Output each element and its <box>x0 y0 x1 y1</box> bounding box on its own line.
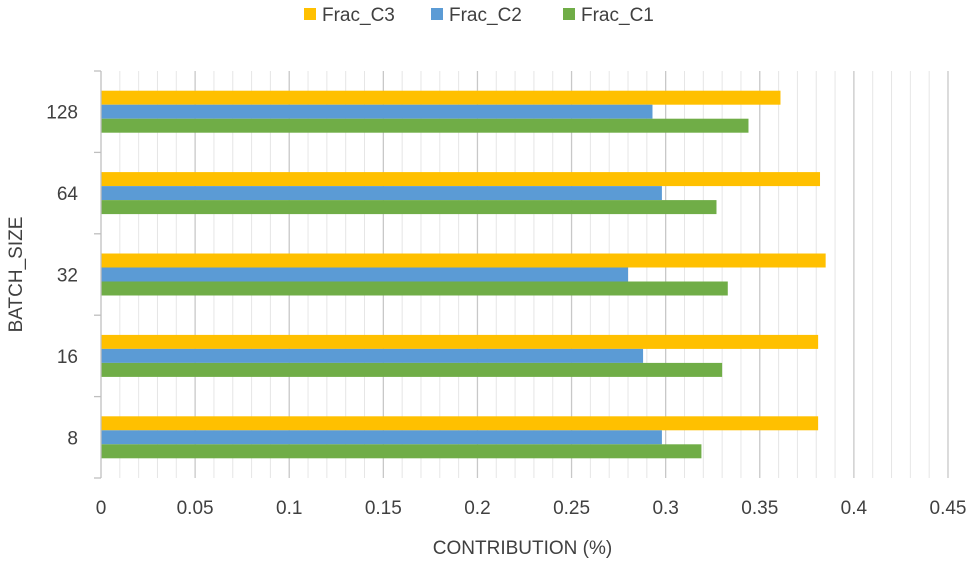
legend-label-frac-c3: Frac_C3 <box>322 5 395 26</box>
x-tick-label: 0.35 <box>741 498 778 519</box>
y-tick-labels: 8 16 32 64 128 <box>46 103 78 450</box>
bar-frac-c1-64 <box>101 200 717 215</box>
bar-frac-c3-64 <box>101 172 821 187</box>
bar-frac-c3-16 <box>101 334 819 349</box>
x-tick-label: 0.1 <box>276 498 302 519</box>
y-tick-label: 8 <box>67 428 78 449</box>
legend-swatch-frac-c2 <box>431 8 443 20</box>
x-axis-title: CONTRIBUTION (%) <box>433 538 612 559</box>
bar-series <box>101 90 826 459</box>
legend-label-frac-c1: Frac_C1 <box>581 5 654 26</box>
x-tick-label: 0.3 <box>652 498 678 519</box>
y-axis <box>94 70 102 479</box>
bar-frac-c1-16 <box>101 362 723 377</box>
legend-swatch-frac-c1 <box>563 8 575 20</box>
bar-frac-c2-16 <box>101 348 644 363</box>
legend-label-frac-c2: Frac_C2 <box>449 5 522 26</box>
bar-frac-c2-32 <box>101 267 629 282</box>
x-tick-label: 0 <box>96 498 107 519</box>
bar-frac-c3-8 <box>101 416 819 431</box>
x-tick-label: 0.25 <box>553 498 590 519</box>
x-tick-label: 0.45 <box>930 498 967 519</box>
bar-frac-c1-128 <box>101 118 749 133</box>
bar-frac-c3-128 <box>101 90 781 105</box>
y-tick-label: 16 <box>57 347 78 368</box>
bar-frac-c2-64 <box>101 186 662 201</box>
y-tick-label: 64 <box>57 184 79 205</box>
x-tick-label: 0.2 <box>464 498 490 519</box>
bar-frac-c2-8 <box>101 430 662 445</box>
x-tick-label: 0.05 <box>177 498 214 519</box>
y-tick-label: 128 <box>46 103 78 124</box>
bar-frac-c1-32 <box>101 281 728 296</box>
legend: Frac_C3 Frac_C2 Frac_C1 <box>304 5 654 26</box>
y-tick-label: 32 <box>57 266 78 287</box>
x-tick-label: 0.15 <box>365 498 402 519</box>
y-axis-title: BATCH_SIZE <box>6 217 27 333</box>
bar-frac-c2-128 <box>101 104 653 119</box>
x-tick-labels: 0 0.05 0.1 0.15 0.2 0.25 0.3 0.35 0.4 0.45 <box>96 498 967 519</box>
bar-frac-c3-32 <box>101 253 826 268</box>
legend-swatch-frac-c3 <box>304 8 316 20</box>
x-tick-label: 0.4 <box>841 498 868 519</box>
bar-frac-c1-8 <box>101 444 702 459</box>
